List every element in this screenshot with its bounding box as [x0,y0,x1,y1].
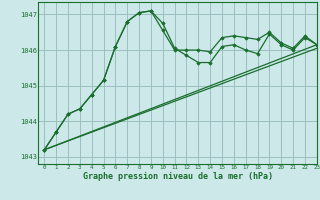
X-axis label: Graphe pression niveau de la mer (hPa): Graphe pression niveau de la mer (hPa) [83,172,273,181]
